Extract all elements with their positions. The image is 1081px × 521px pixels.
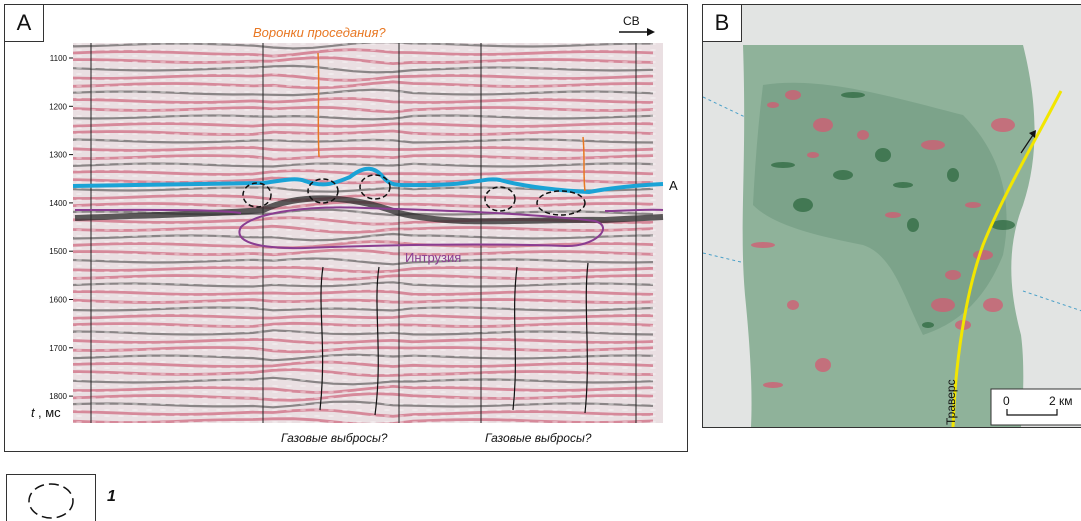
dashed-profile-line: [703, 252, 746, 264]
dashed-ellipse: [484, 186, 516, 212]
dashed-profile-line: [1022, 290, 1081, 312]
anomaly-spot: [813, 118, 833, 132]
y-tick-label: 1800: [49, 392, 67, 401]
anomaly-spot: [947, 168, 959, 182]
seismic-section-panel: A А: [4, 4, 688, 452]
dashed-ellipse: [536, 190, 586, 216]
anomaly-spot: [815, 358, 831, 372]
anomaly-spot: [875, 148, 891, 162]
anomaly-spot: [771, 162, 795, 168]
anomaly-spot: [833, 170, 853, 180]
anomaly-spot: [921, 140, 945, 150]
anomaly-spot: [922, 322, 934, 328]
legend-label: 1: [107, 488, 116, 505]
pointer-arrow-icon: [1020, 134, 1034, 154]
y-tick-label: 1700: [49, 344, 67, 353]
subsidence-funnels-label: Воронки проседания?: [253, 25, 386, 40]
dashed-profile-line: [703, 96, 746, 118]
anomaly-spot: [841, 92, 865, 98]
dashed-ellipse: [307, 178, 339, 204]
time-axis-var: t: [31, 405, 36, 420]
anomaly-spot: [793, 198, 813, 212]
traverse-line: [951, 90, 1063, 427]
panel-a-letter: A: [5, 5, 44, 42]
anomaly-spot: [973, 250, 993, 260]
attribute-map-panel: B Траверс 0 2 км: [702, 4, 1081, 428]
traverse-label: Траверс: [944, 379, 958, 425]
scale-end-label: 2 км: [1049, 394, 1073, 408]
intrusion-tail-line: [74, 208, 242, 214]
dashed-ellipse: [359, 174, 391, 200]
horizon-a-line: [72, 166, 664, 195]
seismic-section-figure: А Воронки проседания? СВ Интрузия 1100 12…: [31, 14, 678, 445]
anomaly-spot: [983, 298, 1003, 312]
direction-label: СВ: [623, 14, 640, 28]
intrusion-label: Интрузия: [405, 250, 461, 265]
anomaly-spot: [893, 182, 913, 188]
anomaly-spot: [965, 202, 981, 208]
anomaly-spot: [767, 102, 779, 108]
funnel-pointer-line: [317, 52, 320, 158]
anomaly-spot: [885, 212, 901, 218]
anomaly-spot: [857, 130, 869, 140]
arrowhead-icon: [647, 28, 655, 36]
anomaly-spot: [763, 382, 783, 388]
attribute-map-figure: Траверс 0 2 км: [703, 5, 1081, 427]
y-tick-label: 1100: [50, 54, 68, 63]
anomaly-spot: [787, 300, 799, 310]
dashed-ellipse-symbol: [28, 483, 74, 519]
y-tick-label: 1500: [49, 247, 67, 256]
intrusion-tail-line: [604, 208, 664, 212]
gas-chimney-line: [584, 262, 589, 414]
dashed-ellipse: [242, 182, 272, 208]
y-tick-label: 1200: [49, 102, 67, 111]
scale-bar-box: [990, 388, 1081, 426]
y-tick-label: 1600: [49, 296, 67, 305]
y-tick-label: 1300: [49, 151, 67, 160]
anomaly-spot: [991, 220, 1015, 230]
y-tick-label: 1400: [49, 199, 67, 208]
gas-emissions-label: Газовые выбросы?: [281, 431, 388, 445]
gas-emissions-label: Газовые выбросы?: [485, 431, 592, 445]
intrusion-outline: [238, 206, 604, 250]
gas-chimney-line: [512, 266, 518, 411]
anomaly-spot: [751, 242, 775, 248]
anomaly-spot: [807, 152, 819, 158]
horizon-a-label: А: [669, 178, 678, 193]
anomaly-spot: [991, 118, 1015, 132]
funnel-pointer-line: [582, 136, 586, 192]
arrowhead-icon: [1029, 130, 1036, 138]
time-axis-unit: , мс: [38, 405, 61, 420]
anomaly-spot: [931, 298, 955, 312]
gas-chimney-line: [319, 266, 324, 411]
scale-zero-label: 0: [1003, 394, 1010, 408]
anomaly-spot: [945, 270, 961, 280]
legend-symbol-box: [6, 474, 96, 521]
time-axis: 1100 1200 1300 1400 1500 1600 1700 1800: [49, 54, 73, 401]
scale-bar: [1006, 409, 1058, 416]
gas-chimney-line: [374, 266, 380, 416]
panel-b-letter: B: [703, 5, 742, 42]
anomaly-spot: [907, 218, 919, 232]
anomaly-spot: [785, 90, 801, 100]
